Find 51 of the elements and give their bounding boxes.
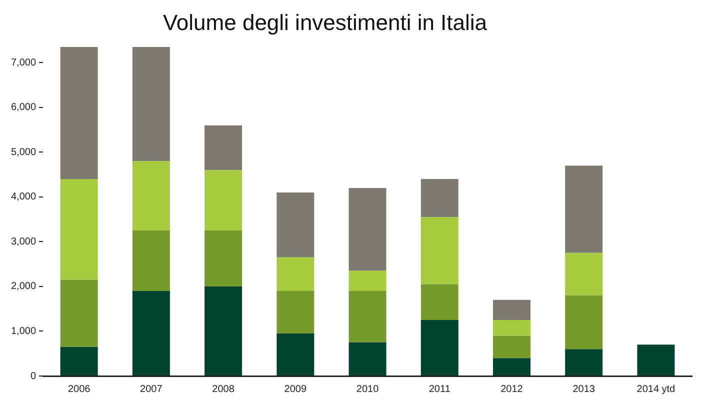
bar (276, 333, 314, 376)
y-tick-label: 1,000 (10, 326, 36, 337)
bar (637, 344, 675, 376)
bar (204, 286, 242, 376)
bar (132, 161, 170, 231)
bar (204, 170, 242, 231)
bar (132, 230, 170, 291)
y-tick-label: 0 (30, 370, 36, 382)
bar (348, 270, 386, 291)
bar (348, 188, 386, 271)
y-tick-label: 5,000 (10, 146, 36, 158)
x-tick-label: 2012 (500, 384, 524, 395)
bar (492, 320, 530, 336)
bar (565, 295, 603, 350)
bar (132, 47, 170, 162)
bar (420, 284, 458, 320)
bar (565, 166, 603, 253)
x-tick-label: 2011 (428, 384, 451, 395)
y-tick-label: 4,000 (10, 192, 36, 203)
bar (60, 179, 98, 280)
bar (60, 280, 98, 347)
x-tick-label: 2010 (356, 384, 380, 395)
bar (492, 300, 530, 320)
y-tick-label: 3,000 (10, 236, 36, 248)
bar (132, 290, 170, 376)
bar (60, 346, 98, 376)
bar (420, 217, 458, 284)
y-tick-label: 7,000 (10, 57, 36, 68)
bar (276, 257, 314, 291)
bar (204, 230, 242, 286)
y-tick-label: 6,000 (10, 102, 36, 114)
x-tick-label: 2013 (572, 384, 596, 395)
chart-title: Volume degli investimenti in Italia (162, 9, 488, 37)
x-tick-label: 2007 (140, 384, 163, 395)
bar (348, 342, 386, 376)
bar (276, 290, 314, 334)
x-tick-label: 2014 ytd (636, 384, 676, 395)
bar (60, 47, 98, 180)
bar (565, 252, 603, 296)
x-tick-label: 2006 (68, 384, 91, 395)
y-tick-label: 2,000 (10, 281, 36, 292)
x-tick-label: 2009 (284, 384, 307, 395)
bar (276, 192, 314, 258)
bar (565, 349, 603, 376)
bar (204, 125, 242, 170)
bar (492, 336, 530, 358)
bar (420, 179, 458, 218)
x-tick-label: 2008 (212, 384, 235, 395)
bar (348, 290, 386, 342)
bar (420, 320, 458, 376)
bar (492, 358, 530, 376)
